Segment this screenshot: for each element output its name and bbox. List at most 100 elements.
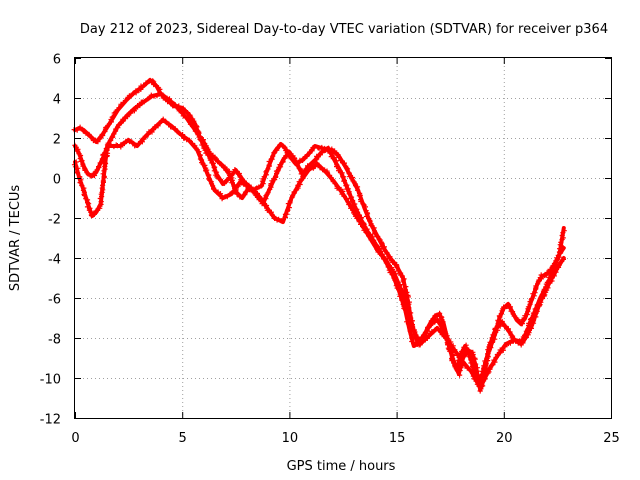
data-point <box>356 193 362 199</box>
data-point <box>466 347 472 353</box>
data-point <box>172 126 178 132</box>
data-point <box>79 158 85 164</box>
data-point <box>74 169 80 175</box>
data-point <box>81 192 88 199</box>
data-point <box>181 107 187 113</box>
data-point <box>152 124 158 130</box>
data-point <box>470 373 476 379</box>
data-point <box>510 337 517 343</box>
data-point <box>95 139 101 145</box>
data-point <box>181 135 187 141</box>
data-point <box>187 121 194 127</box>
data-point <box>329 151 335 157</box>
data-point <box>213 156 219 162</box>
data-point <box>347 174 353 180</box>
data-point <box>453 350 459 356</box>
data-point <box>101 173 107 179</box>
data-point <box>139 139 145 145</box>
data-point <box>172 102 178 108</box>
data-point <box>196 149 202 155</box>
y-tick-label: 4 <box>53 93 61 108</box>
data-point <box>445 338 451 344</box>
data-point <box>403 299 409 305</box>
data-point <box>137 102 143 109</box>
x-axis-label: GPS time / hours <box>287 459 396 474</box>
data-point <box>344 166 351 172</box>
data-point <box>96 164 102 170</box>
data-point <box>386 255 393 261</box>
data-point <box>120 116 126 122</box>
data-point <box>311 144 317 150</box>
y-tick-label: -12 <box>40 413 61 428</box>
data-point <box>560 235 566 241</box>
data-point <box>269 178 275 184</box>
data-point <box>250 189 256 195</box>
data-point <box>290 193 296 199</box>
data-point <box>465 365 471 371</box>
data-point <box>265 166 271 172</box>
data-point <box>557 246 563 252</box>
data-point <box>197 156 204 162</box>
data-point <box>334 185 340 191</box>
data-point <box>355 187 361 193</box>
data-point <box>78 158 84 164</box>
data-point <box>544 284 550 290</box>
data-point <box>377 251 383 257</box>
data-point <box>141 82 147 88</box>
data-point <box>179 110 185 116</box>
y-tick-label: -4 <box>48 253 61 268</box>
data-point <box>110 114 116 120</box>
data-point <box>143 134 149 140</box>
data-point <box>459 356 465 363</box>
data-point <box>452 349 458 355</box>
data-point <box>552 267 559 273</box>
data-point <box>367 218 373 224</box>
data-point <box>332 180 338 187</box>
data-point <box>149 129 155 135</box>
data-point <box>396 282 402 289</box>
x-tick-label: 0 <box>71 431 79 446</box>
data-point <box>505 326 511 332</box>
data-point <box>111 131 117 137</box>
data-point <box>180 113 186 119</box>
data-point <box>345 199 351 205</box>
y-tick-label: -6 <box>48 293 61 308</box>
data-point <box>104 124 110 130</box>
data-point <box>163 118 169 124</box>
data-point <box>292 156 298 162</box>
data-point <box>507 304 513 310</box>
data-point <box>343 165 350 171</box>
data-point <box>364 211 371 217</box>
x-tick-label: 20 <box>496 431 513 446</box>
data-point <box>543 272 549 278</box>
data-point <box>256 184 262 190</box>
plot-frame <box>74 57 612 419</box>
data-point <box>114 143 120 149</box>
y-tick-label: -2 <box>48 213 61 228</box>
data-point <box>341 160 347 166</box>
data-point <box>143 80 149 86</box>
data-point <box>100 171 106 177</box>
data-point <box>491 357 497 363</box>
data-point <box>394 264 400 271</box>
data-point <box>98 199 104 205</box>
data-point <box>551 263 557 269</box>
data-point <box>74 127 80 133</box>
data-point <box>116 122 122 128</box>
data-point <box>99 131 105 138</box>
axis-ticks: 0 5 10 15 20 25 -12 -10 -8 -6 -4 -2 0 2 4 6 <box>40 53 620 447</box>
data-point <box>420 332 427 338</box>
data-point <box>502 344 508 350</box>
data-point <box>192 124 198 130</box>
data-point <box>286 205 292 211</box>
data-point <box>458 365 464 371</box>
data-point <box>472 356 478 362</box>
data-point <box>219 162 225 169</box>
data-point <box>561 228 567 234</box>
data-point <box>393 277 399 283</box>
data-point <box>553 258 559 264</box>
data-point <box>304 153 310 159</box>
y-tick-label: -10 <box>40 373 61 388</box>
data-point <box>314 153 320 159</box>
y-tick-label: -8 <box>48 333 61 348</box>
